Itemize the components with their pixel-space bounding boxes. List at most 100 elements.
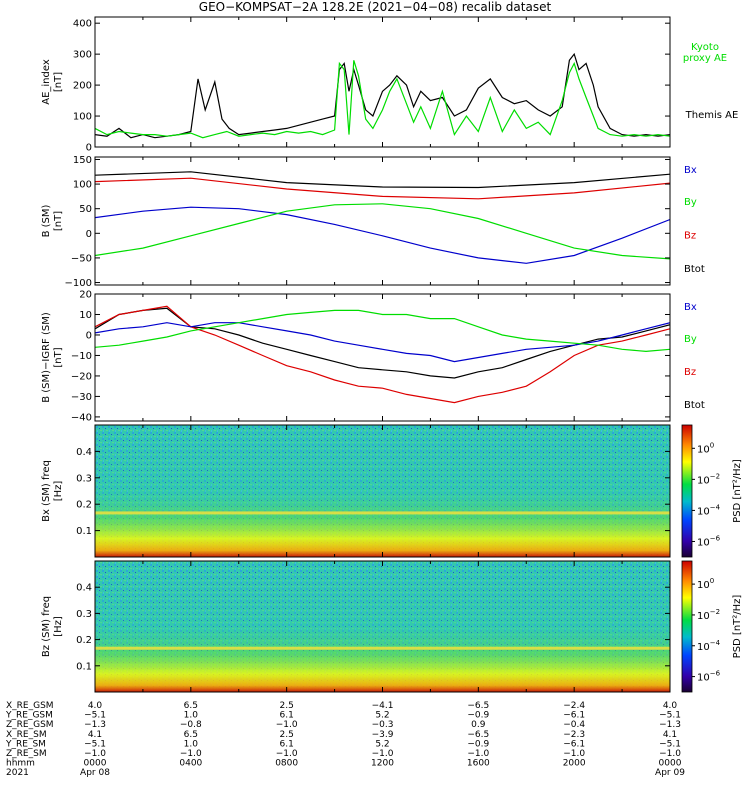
y-tick-label: 0 (86, 229, 92, 240)
kyoto-proxy-ae-line (95, 60, 670, 139)
table-cell: 4.0 (88, 701, 103, 711)
y-tick-label: 0.4 (76, 583, 92, 594)
row-label: hhmm (6, 759, 35, 769)
spectrogram-lowfreq-power (95, 425, 670, 557)
table-cell: 0.9 (471, 720, 486, 730)
y-tick-label: 0 (86, 330, 92, 341)
y-tick-label: 0.3 (76, 609, 92, 620)
table-cell: −1.0 (276, 749, 298, 759)
colorbar-label: PSD [nT²/Hz] (732, 459, 743, 523)
y-tick-label: −10 (71, 351, 92, 362)
y-axis-unit: [nT] (53, 347, 64, 367)
colorbar-tick-label: 10−2 (697, 608, 720, 622)
table-cell: 6.5 (184, 730, 198, 740)
table-cell: −1.0 (659, 749, 681, 759)
row-label: 2021 (6, 768, 29, 778)
table-cell: −0.3 (372, 720, 394, 730)
y-tick-label: 150 (73, 155, 92, 166)
colorbar-label: PSD [nT²/Hz] (732, 595, 743, 659)
y-tick-label: 200 (73, 81, 92, 92)
table-cell: 6.5 (184, 701, 198, 711)
colorbar-tick-label: 100 (697, 577, 714, 591)
table-cell: −5.1 (84, 739, 106, 749)
by-line (95, 203, 670, 260)
row-label: Z_RE_GSM (6, 720, 54, 730)
panel-spec_bx: 100 10−2 10−4 10−6 PSD [nT²/Hz] 0.1 0.2 0.3 0.4 B… (41, 424, 743, 558)
legend-kyoto: Kyoto (691, 42, 719, 53)
bx-line (95, 322, 670, 363)
legend-bz: Bz (684, 231, 696, 242)
table-cell: 2000 (563, 759, 586, 769)
table-cell: 5.2 (375, 711, 389, 721)
legend-bz: Bz (684, 367, 696, 378)
y-axis-unit: [nT] (53, 211, 64, 231)
table-cell: 5.2 (375, 739, 389, 749)
table-cell: −1.3 (659, 720, 681, 730)
colorbar-tick-label: 10−6 (697, 670, 721, 684)
table-cell: −5.1 (659, 711, 681, 721)
table-cell: −1.0 (467, 749, 489, 759)
legend-bx: Bx (684, 302, 697, 313)
y-tick-label: −20 (71, 371, 92, 382)
legend-btot: Btot (684, 264, 705, 275)
table-cell: −1.0 (372, 749, 394, 759)
table-cell: 2.5 (280, 730, 294, 740)
table-cell: 1200 (371, 759, 394, 769)
y-tick-label: 0.4 (76, 447, 92, 458)
bz-line (95, 177, 670, 200)
panel-db_sm: Bx By Bz Btot −40 −30 −20 −10 0 10 20 B (SM)−IGRF (… (41, 290, 705, 424)
y-tick-label: 0.1 (76, 526, 92, 537)
table-cell: 4.1 (663, 730, 677, 740)
y-tick-label: 10 (79, 310, 92, 321)
colorbar-tick-label: 10−2 (697, 472, 720, 486)
table-cell: −2.4 (563, 701, 585, 711)
y-tick-label: 0.2 (76, 500, 92, 511)
y-tick-label: 0.3 (76, 473, 92, 484)
y-tick-label: 100 (73, 180, 92, 191)
spectrogram-lowfreq-power (95, 561, 670, 692)
plot-area (95, 294, 670, 421)
y-tick-label: 300 (73, 50, 92, 61)
row-label: Y_RE_SM (5, 739, 46, 749)
btot-line (95, 171, 670, 189)
table-cell: −2.3 (563, 730, 585, 740)
table-cell: −0.9 (467, 739, 489, 749)
legend-btot: Btot (684, 400, 705, 411)
table-cell: 0400 (179, 759, 202, 769)
legend-by: By (684, 334, 697, 345)
legend-kyoto: proxy AE (683, 53, 727, 64)
row-label: X_RE_GSM (6, 701, 54, 711)
table-cell: 0800 (275, 759, 298, 769)
table-cell: 0000 (84, 759, 107, 769)
y-axis-label: B (SM)−IGRF (SM) (41, 312, 52, 403)
table-cell: −4.1 (372, 701, 394, 711)
table-cell: 0000 (659, 759, 682, 769)
legend-by: By (684, 197, 697, 208)
legend-bx: Bx (684, 165, 697, 176)
y-tick-label: −50 (71, 253, 92, 264)
colorbar (681, 424, 693, 558)
panel-spec_bz: 100 10−2 10−4 10−6 PSD [nT²/Hz] 0.1 0.2 0.3 0.4 B… (41, 560, 743, 693)
by-line (95, 309, 670, 353)
table-cell: Apr 09 (655, 768, 685, 778)
table-cell: −1.0 (180, 749, 202, 759)
spectral-line-0 (95, 646, 670, 650)
table-cell: −5.1 (84, 711, 106, 721)
colorbar-tick-label: 10−4 (697, 503, 721, 517)
y-tick-label: 50 (79, 204, 92, 215)
colorbar-tick-label: 100 (697, 441, 714, 455)
table-cell: Apr 08 (80, 768, 110, 778)
table-cell: 2.5 (280, 701, 294, 711)
table-cell: −1.0 (563, 749, 585, 759)
table-cell: −0.9 (467, 711, 489, 721)
y-axis-unit: [Hz] (53, 481, 64, 502)
y-axis-label: B (SM) (41, 204, 52, 237)
y-axis-unit: [nT] (53, 72, 64, 92)
y-axis-label: Bx (SM) freq (41, 460, 52, 522)
colorbar-tick-label: 10−4 (697, 639, 721, 653)
y-tick-label: 100 (73, 112, 92, 123)
table-cell: −5.1 (659, 739, 681, 749)
y-axis-unit: [Hz] (53, 616, 64, 637)
